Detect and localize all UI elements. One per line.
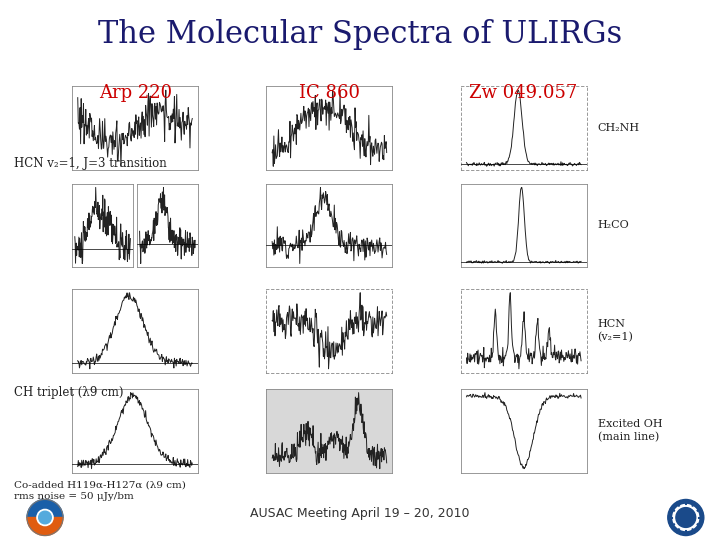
Text: Arp 220: Arp 220 <box>99 84 172 102</box>
Text: Co-added H119α-H127α (λ9 cm)
rms noise = 50 μJy/bm: Co-added H119α-H127α (λ9 cm) rms noise =… <box>14 481 186 502</box>
Circle shape <box>39 511 51 524</box>
Wedge shape <box>27 517 63 536</box>
Text: AUSAC Meeting April 19 – 20, 2010: AUSAC Meeting April 19 – 20, 2010 <box>251 507 469 519</box>
Text: Zw 049.057: Zw 049.057 <box>469 84 577 102</box>
Text: CH₂NH: CH₂NH <box>598 123 640 133</box>
Text: Excited OH
(main line): Excited OH (main line) <box>598 419 662 442</box>
Text: The Molecular Spectra of ULIRGs: The Molecular Spectra of ULIRGs <box>98 19 622 50</box>
Circle shape <box>672 504 698 530</box>
Text: HCN v₂=1, J=3 transition: HCN v₂=1, J=3 transition <box>14 157 167 170</box>
Text: IC 860: IC 860 <box>300 84 360 102</box>
Text: CH triplet (λ9 cm): CH triplet (λ9 cm) <box>14 386 124 399</box>
Text: H₂CO: H₂CO <box>598 220 629 231</box>
Circle shape <box>668 500 703 536</box>
Text: HCN
(v₂=1): HCN (v₂=1) <box>598 319 634 342</box>
Circle shape <box>37 509 53 525</box>
Wedge shape <box>27 500 63 517</box>
Circle shape <box>676 508 696 528</box>
